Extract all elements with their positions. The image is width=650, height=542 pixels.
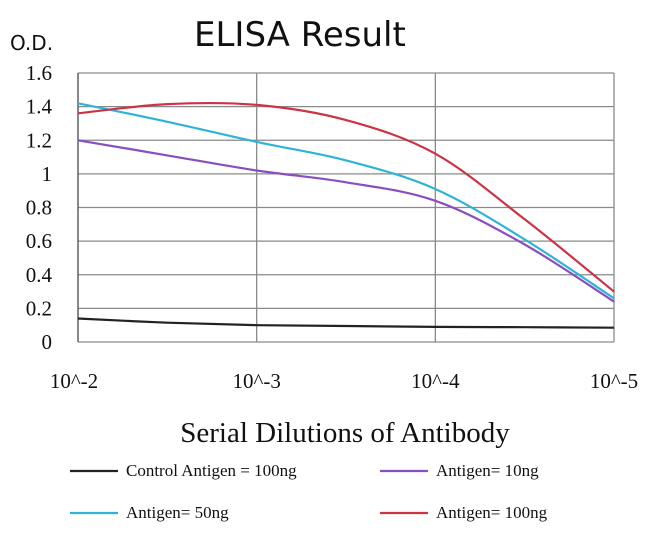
chart-title: ELISA Result — [194, 15, 406, 55]
y-tick-label: 0 — [42, 330, 53, 354]
series-antigen-50ng-line — [77, 102, 615, 300]
series-antigen-100ng-line — [77, 101, 615, 293]
x-axis-label: Serial Dilutions of Antibody — [180, 417, 510, 449]
x-tick-label: 10^-2 — [50, 369, 98, 393]
y-tick-label: 1.2 — [26, 128, 52, 152]
legend-label: Antigen= 10ng — [436, 461, 539, 480]
y-axis-label: O.D. — [10, 31, 53, 55]
x-tick-label: 10^-4 — [411, 369, 460, 393]
x-tick-label: 10^-3 — [232, 369, 280, 393]
y-tick-label: 0.4 — [26, 263, 53, 287]
y-tick-label: 0.6 — [26, 229, 52, 253]
x-tick-labels: 10^-2 10^-3 10^-4 10^-5 — [50, 369, 638, 393]
y-tick-labels: 0 0.2 0.4 0.6 0.8 1 1.2 1.4 1.6 — [26, 61, 53, 354]
legend-label: Control Antigen = 100ng — [126, 461, 297, 480]
y-tick-label: 0.2 — [26, 296, 52, 320]
series-control-antigen-line — [77, 317, 615, 329]
legend-label: Antigen= 100ng — [436, 503, 548, 522]
legend: Control Antigen = 100ng Antigen= 10ng Anti… — [70, 461, 548, 522]
y-tick-label: 0.8 — [26, 196, 52, 220]
grid — [77, 72, 615, 343]
x-tick-label: 10^-5 — [590, 369, 638, 393]
y-tick-label: 1.4 — [26, 95, 53, 119]
legend-label: Antigen= 50ng — [126, 503, 229, 522]
series-antigen-10ng-line — [77, 139, 615, 303]
y-tick-label: 1.6 — [26, 61, 52, 85]
series-lines — [77, 101, 615, 329]
y-tick-label: 1 — [42, 162, 53, 186]
